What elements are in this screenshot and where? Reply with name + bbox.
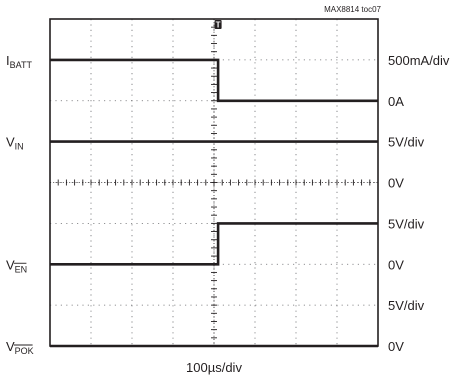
channel-name-sub: EN bbox=[15, 264, 28, 274]
channel-scale-label: 5V/div bbox=[388, 216, 425, 231]
figure-id-label: MAX8814 toc07 bbox=[324, 5, 381, 14]
channel-name: VPOK bbox=[6, 339, 34, 356]
channel-name-main: V bbox=[6, 257, 15, 272]
traces bbox=[50, 58, 378, 348]
trace-i-batt bbox=[50, 58, 378, 103]
channel-name: IBATT bbox=[6, 53, 32, 70]
channel-zero-label: 0V bbox=[388, 257, 404, 272]
channel-scale-label: 5V/div bbox=[388, 298, 425, 313]
channel-name: VEN bbox=[6, 257, 27, 274]
trigger-marker-text: T bbox=[216, 21, 221, 30]
channel-zero-label: 0V bbox=[388, 339, 404, 354]
trigger-marker: T bbox=[214, 20, 222, 30]
channel-name-main: V bbox=[6, 339, 15, 354]
trace-v-en bbox=[50, 222, 378, 266]
channel-name-sub: POK bbox=[15, 346, 34, 356]
channel-scale-label: 500mA/div bbox=[388, 53, 450, 68]
channel-zero-label: 0A bbox=[388, 94, 404, 109]
channel-name-main: V bbox=[6, 135, 15, 150]
x-axis-label: 100µs/div bbox=[186, 360, 242, 375]
channel-name-sub: BATT bbox=[10, 60, 33, 70]
channel-name-main: I bbox=[6, 53, 10, 68]
channel-zero-label: 0V bbox=[388, 176, 404, 191]
trigger-marker-box bbox=[214, 20, 222, 29]
channel-scale-label: 5V/div bbox=[388, 135, 425, 150]
channel-name-sub: IN bbox=[15, 142, 24, 152]
channel-name: VIN bbox=[6, 135, 24, 152]
graticule: T bbox=[50, 19, 378, 346]
